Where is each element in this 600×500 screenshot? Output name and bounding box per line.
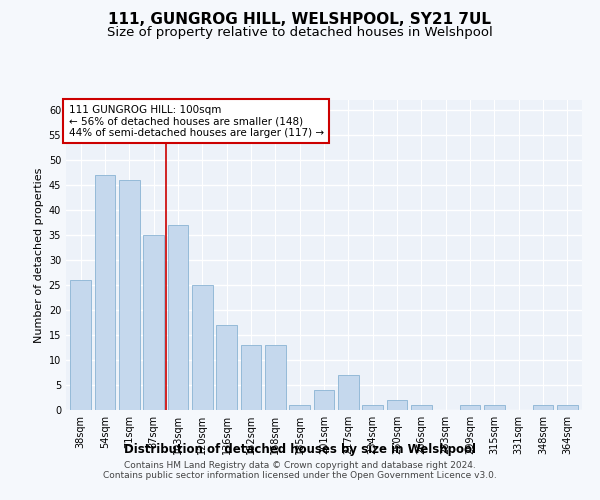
- Y-axis label: Number of detached properties: Number of detached properties: [34, 168, 44, 342]
- Bar: [70, 280, 91, 410]
- Text: 111, GUNGROG HILL, WELSHPOOL, SY21 7UL: 111, GUNGROG HILL, WELSHPOOL, SY21 7UL: [109, 12, 491, 28]
- Bar: [289, 405, 310, 410]
- Bar: [386, 400, 407, 410]
- Bar: [95, 175, 115, 410]
- Bar: [241, 345, 262, 410]
- Text: Contains HM Land Registry data © Crown copyright and database right 2024.
Contai: Contains HM Land Registry data © Crown c…: [103, 460, 497, 480]
- Bar: [362, 405, 383, 410]
- Bar: [557, 405, 578, 410]
- Bar: [338, 375, 359, 410]
- Bar: [460, 405, 481, 410]
- Bar: [484, 405, 505, 410]
- Text: 111 GUNGROG HILL: 100sqm
← 56% of detached houses are smaller (148)
44% of semi-: 111 GUNGROG HILL: 100sqm ← 56% of detach…: [68, 104, 324, 138]
- Bar: [265, 345, 286, 410]
- Bar: [167, 225, 188, 410]
- Bar: [216, 325, 237, 410]
- Text: Size of property relative to detached houses in Welshpool: Size of property relative to detached ho…: [107, 26, 493, 39]
- Bar: [533, 405, 553, 410]
- Text: Distribution of detached houses by size in Welshpool: Distribution of detached houses by size …: [124, 442, 476, 456]
- Bar: [143, 235, 164, 410]
- Bar: [119, 180, 140, 410]
- Bar: [192, 285, 212, 410]
- Bar: [411, 405, 432, 410]
- Bar: [314, 390, 334, 410]
